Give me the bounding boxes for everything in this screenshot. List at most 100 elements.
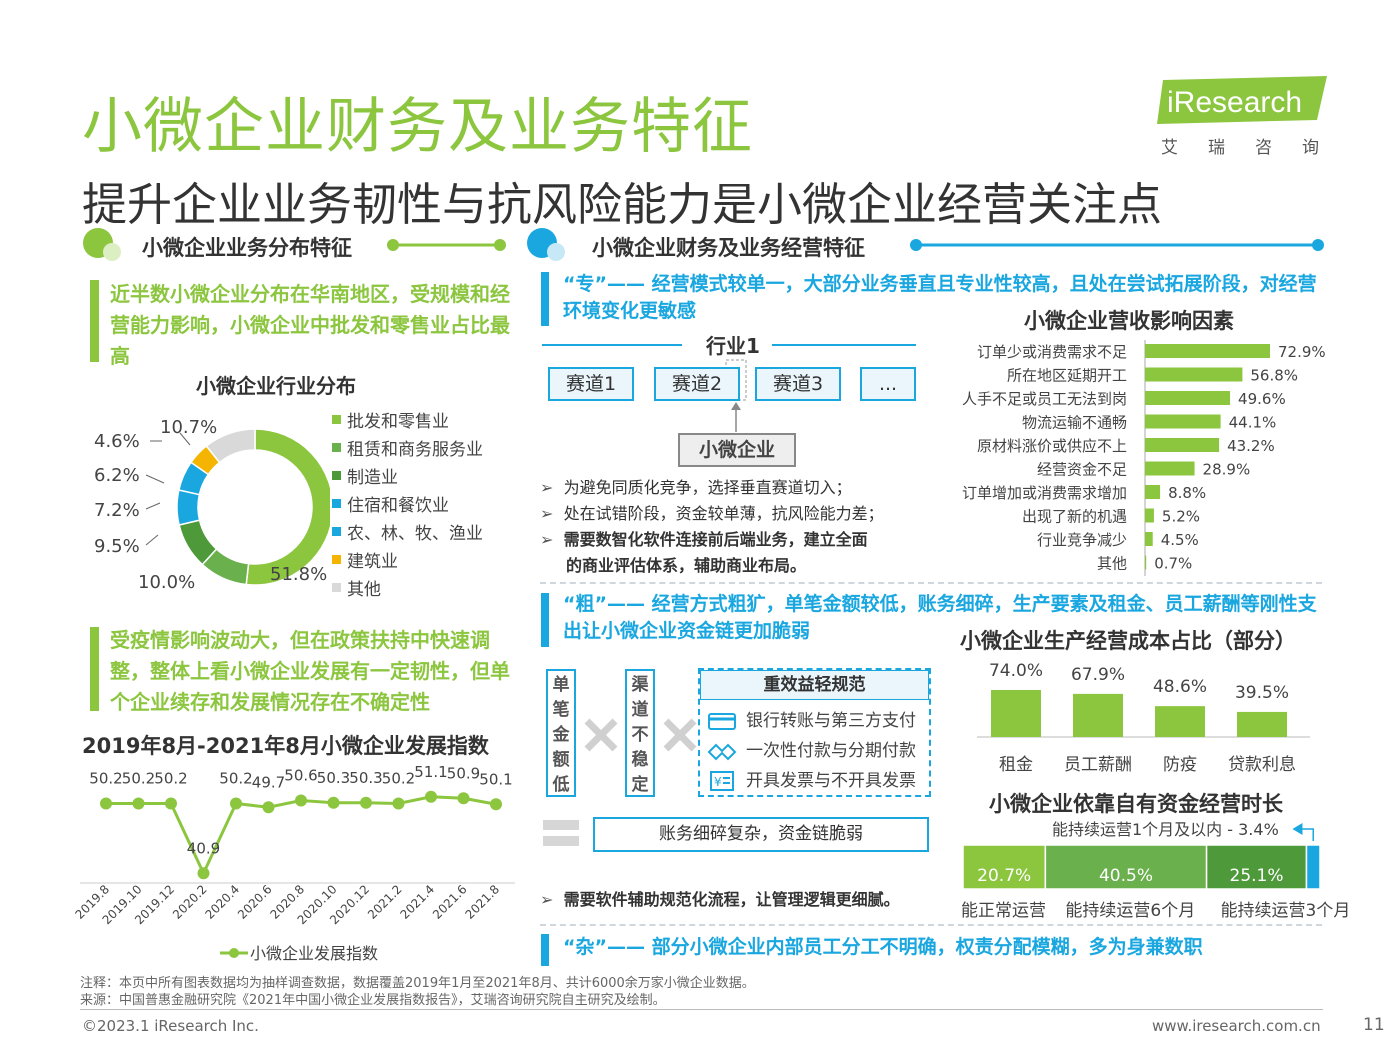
category-label: 经营资金不足 bbox=[1037, 461, 1127, 479]
zhuan-note: “专”—— 经营模式较单一，大部分业务垂直且专业性较高，且处在尝试拓展阶段，对经… bbox=[563, 273, 1317, 322]
value-label: 40.5% bbox=[1099, 866, 1153, 886]
data-label: 40.9 bbox=[187, 839, 220, 857]
left-section-title: 小微企业业务分布特征 bbox=[142, 236, 352, 260]
website: www.iresearch.com.cn bbox=[1152, 1017, 1321, 1035]
ledger-box: 账务细碎复杂，资金链脆弱 bbox=[593, 817, 929, 852]
data-label: 50.3 bbox=[349, 769, 382, 787]
data-label: 50.1 bbox=[479, 770, 512, 788]
iresearch-logo: iResearch bbox=[1157, 76, 1327, 124]
left-section-rule bbox=[387, 239, 506, 251]
donut-label: 10.0% bbox=[138, 572, 195, 593]
revenue-factor-title: 小微企业营收影响因素 bbox=[1024, 309, 1234, 333]
donut-slice bbox=[245, 428, 330, 586]
dashed-divider bbox=[540, 924, 1322, 926]
donut-label: 7.2% bbox=[94, 500, 140, 521]
x-tick-label: 2021.2 bbox=[365, 882, 405, 922]
x-tick-label: 2021.8 bbox=[463, 882, 503, 922]
bullet-list-1: ➢ 为避免同质化竞争，选择垂直赛道切入； ➢ 处在试错阶段，资金较单薄，抗风险能… bbox=[540, 478, 884, 575]
bar bbox=[1073, 693, 1123, 737]
payment-box bbox=[698, 668, 931, 797]
category-label: 租金 bbox=[999, 755, 1033, 775]
legend-item: 租赁和商务服务业 bbox=[332, 433, 522, 461]
data-point bbox=[360, 796, 372, 809]
enterprise-box: 小微企业 bbox=[678, 433, 796, 467]
value-label: 56.8% bbox=[1250, 367, 1298, 385]
data-label: 50.6 bbox=[284, 767, 317, 785]
data-point bbox=[490, 798, 502, 811]
note-bar bbox=[541, 272, 549, 326]
section-dot-icon bbox=[83, 228, 121, 261]
left-note-1: 近半数小微企业分布在华南地区，受规模和经营能力影响，小微企业中批发和零售业占比最… bbox=[110, 282, 510, 368]
data-label: 50.2 bbox=[219, 770, 252, 788]
bar bbox=[1145, 438, 1220, 452]
value-label: 25.1% bbox=[1230, 866, 1284, 886]
right-section-rule bbox=[910, 239, 1324, 251]
category-label: 订单少或消费需求不足 bbox=[977, 343, 1127, 361]
donut-slice bbox=[205, 428, 256, 464]
bar bbox=[1145, 485, 1161, 499]
note-bar bbox=[541, 934, 549, 966]
bullet-2: ➢ 需要软件辅助规范化流程，让管理逻辑更细腻。 bbox=[540, 890, 900, 909]
leader-line bbox=[145, 474, 165, 484]
legend-swatch bbox=[332, 582, 341, 592]
value-label: 67.9% bbox=[1071, 665, 1125, 685]
category-label: 出现了新的机遇 bbox=[1022, 508, 1127, 526]
note-bar bbox=[541, 593, 549, 647]
cost-chart-title: 小微企业生产经营成本占比（部分） bbox=[960, 629, 1296, 653]
legend-swatch bbox=[332, 470, 341, 480]
bar bbox=[1145, 391, 1231, 405]
note-bar bbox=[90, 280, 99, 362]
data-point bbox=[197, 867, 210, 880]
legend-item: 农、林、牧、渔业 bbox=[332, 517, 522, 545]
donut-label: 6.2% bbox=[94, 465, 140, 486]
value-label: 28.9% bbox=[1203, 461, 1251, 479]
value-label: 4.5% bbox=[1161, 531, 1199, 549]
cross-icon bbox=[584, 718, 618, 752]
value-label: 能持续运营1个月及以内 - 3.4% bbox=[1052, 820, 1279, 839]
legend-swatch bbox=[332, 498, 341, 508]
data-label: 50.3 bbox=[317, 769, 350, 787]
category-label: 行业竞争减少 bbox=[1037, 531, 1127, 549]
legend-item: 住宿和餐饮业 bbox=[332, 489, 522, 517]
svg-text:¥: ¥ bbox=[714, 775, 722, 789]
legend-item: 批发和零售业 bbox=[332, 405, 522, 433]
data-point bbox=[295, 794, 307, 807]
bar bbox=[1145, 532, 1153, 546]
category-label: 贷款利息 bbox=[1228, 755, 1296, 775]
line-chart: 50.2 50.2 50.240.950.2 49.7 50.6 50.3 50.3 50.2… bbox=[73, 765, 515, 963]
value-label: 0.7% bbox=[1154, 555, 1192, 573]
payment-box-title: 重效益轻规范 bbox=[700, 670, 929, 700]
bar bbox=[1145, 461, 1195, 476]
series-line bbox=[106, 795, 497, 877]
value-label: 48.6% bbox=[1153, 677, 1207, 697]
source-note: 来源：中国普惠金融研究院《2021年中国小微企业发展指数报告》，艾瑞咨询研究院自… bbox=[80, 993, 666, 1008]
category-label: 所在地区延期开工 bbox=[1007, 367, 1127, 385]
category-label: 能持续运营6个月 bbox=[1065, 901, 1195, 921]
unstable-channel-box: 渠道不稳定 bbox=[625, 669, 655, 797]
data-label: 51.1 bbox=[414, 765, 447, 781]
legend-label: 小微企业发展指数 bbox=[250, 944, 378, 963]
category-label: 能持续运营3个月 bbox=[1221, 901, 1351, 921]
category-label: 其他 bbox=[1097, 555, 1127, 573]
data-point bbox=[392, 797, 405, 810]
donut-label: 51.8% bbox=[270, 564, 327, 585]
stack-icon bbox=[543, 820, 579, 846]
track-box: 赛道2 bbox=[654, 367, 740, 401]
bar bbox=[1145, 555, 1147, 570]
value-label: 43.2% bbox=[1227, 437, 1275, 455]
data-label: 50.9 bbox=[447, 765, 480, 782]
single-amount-box: 单笔金额低 bbox=[546, 669, 576, 797]
donut-label: 9.5% bbox=[94, 536, 140, 557]
donut-slice bbox=[176, 489, 201, 526]
value-label: 44.1% bbox=[1229, 414, 1277, 432]
data-point bbox=[100, 797, 112, 810]
left-note-2: 受疫情影响波动大，但在政策扶持中快速调整，整体上看小微企业发展有一定韧性，但单个… bbox=[110, 628, 510, 714]
leader-line bbox=[145, 534, 159, 546]
legend-item: 其他 bbox=[332, 573, 522, 601]
data-label: 50.2 bbox=[89, 770, 122, 788]
donut-label: 4.6% bbox=[94, 431, 140, 452]
za-note: “杂”—— 部分小微企业内部员工分工不明确，权责分配模糊，多为身兼数职 bbox=[563, 936, 1203, 958]
value-label: 72.9% bbox=[1278, 343, 1326, 361]
bar bbox=[1145, 508, 1154, 523]
legend-swatch bbox=[332, 414, 341, 424]
